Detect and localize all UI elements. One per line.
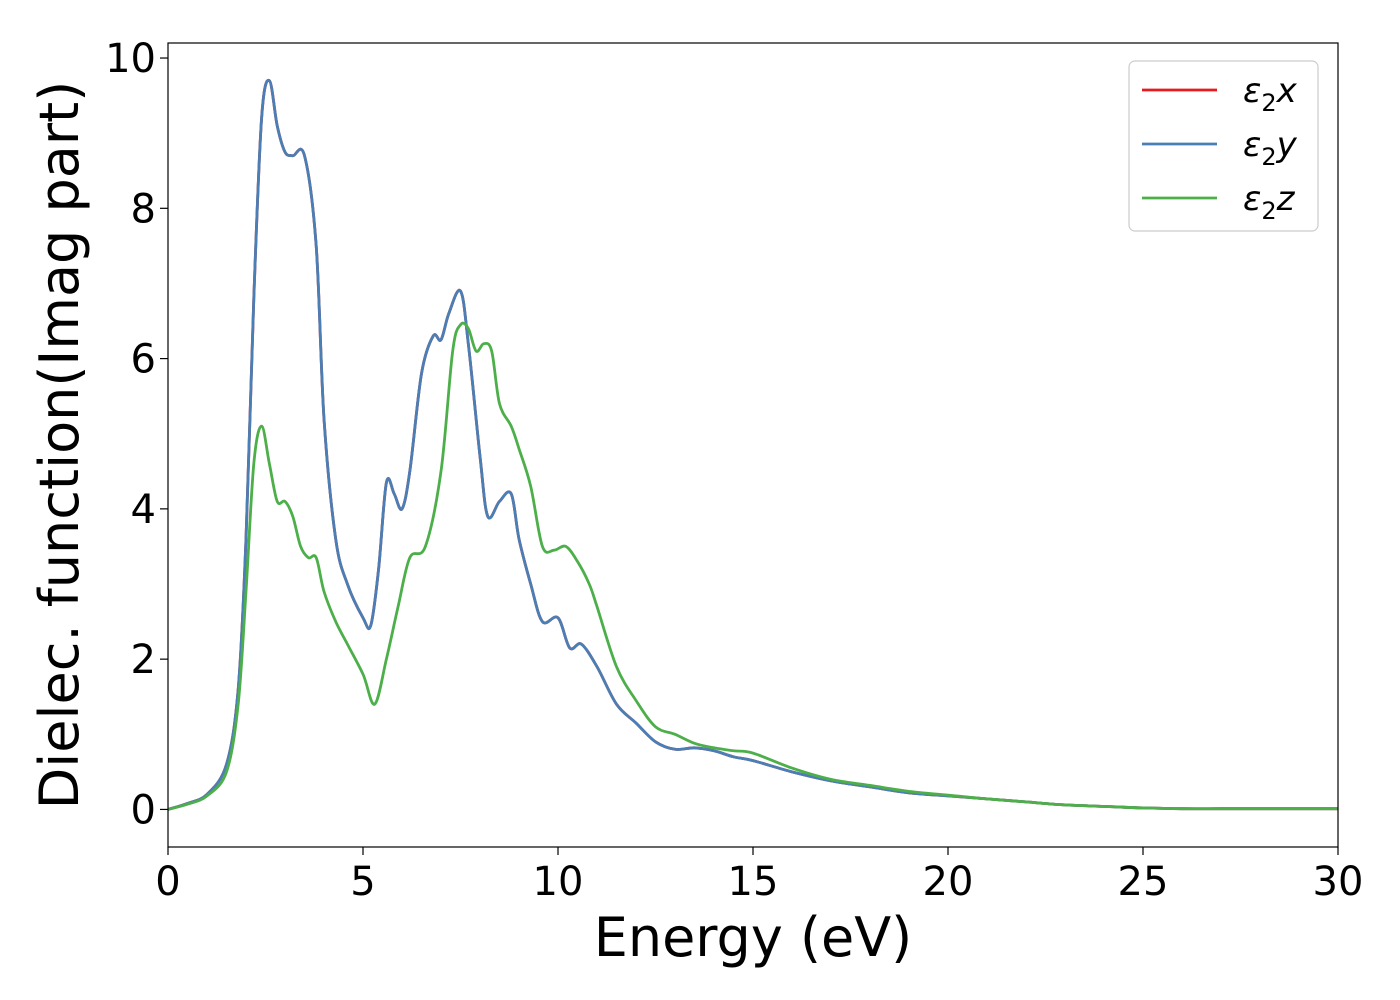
y-tick-label: 6 (131, 337, 156, 383)
series-layer (167, 78, 1338, 811)
legend-box (1128, 60, 1319, 232)
y-axis-ticks: 0 2 4 6 8 10 (105, 36, 168, 833)
legend-item-x: ε2x (1142, 71, 1298, 117)
legend-label: ε2x (1243, 71, 1298, 117)
legend-item-z: ε2z (1142, 179, 1296, 225)
x-tick-label: 5 (350, 859, 375, 905)
x-tick-label: 30 (1313, 859, 1364, 905)
x-tick-label: 25 (1118, 859, 1169, 905)
series-z-line (167, 321, 1338, 811)
x-axis-ticks: 0 5 10 15 20 25 30 (155, 847, 1363, 905)
x-tick-label: 0 (155, 859, 180, 905)
y-tick-label: 10 (105, 36, 156, 82)
legend-label: ε2z (1243, 179, 1296, 225)
legend-label: ε2y (1243, 125, 1298, 171)
y-tick-label: 4 (131, 487, 156, 533)
legend-item-y: ε2y (1142, 125, 1298, 171)
series-y-line (167, 78, 1338, 811)
y-tick-label: 0 (131, 787, 156, 833)
x-tick-label: 15 (728, 859, 779, 905)
x-tick-label: 10 (533, 859, 584, 905)
x-axis-label: Energy (eV) (594, 906, 913, 969)
y-axis-label: Dielec. function(Imag part) (28, 81, 91, 810)
y-tick-label: 8 (131, 186, 156, 232)
x-tick-label: 20 (923, 859, 974, 905)
y-tick-label: 2 (131, 637, 156, 683)
legend: ε2x ε2y ε2z (1128, 60, 1319, 232)
